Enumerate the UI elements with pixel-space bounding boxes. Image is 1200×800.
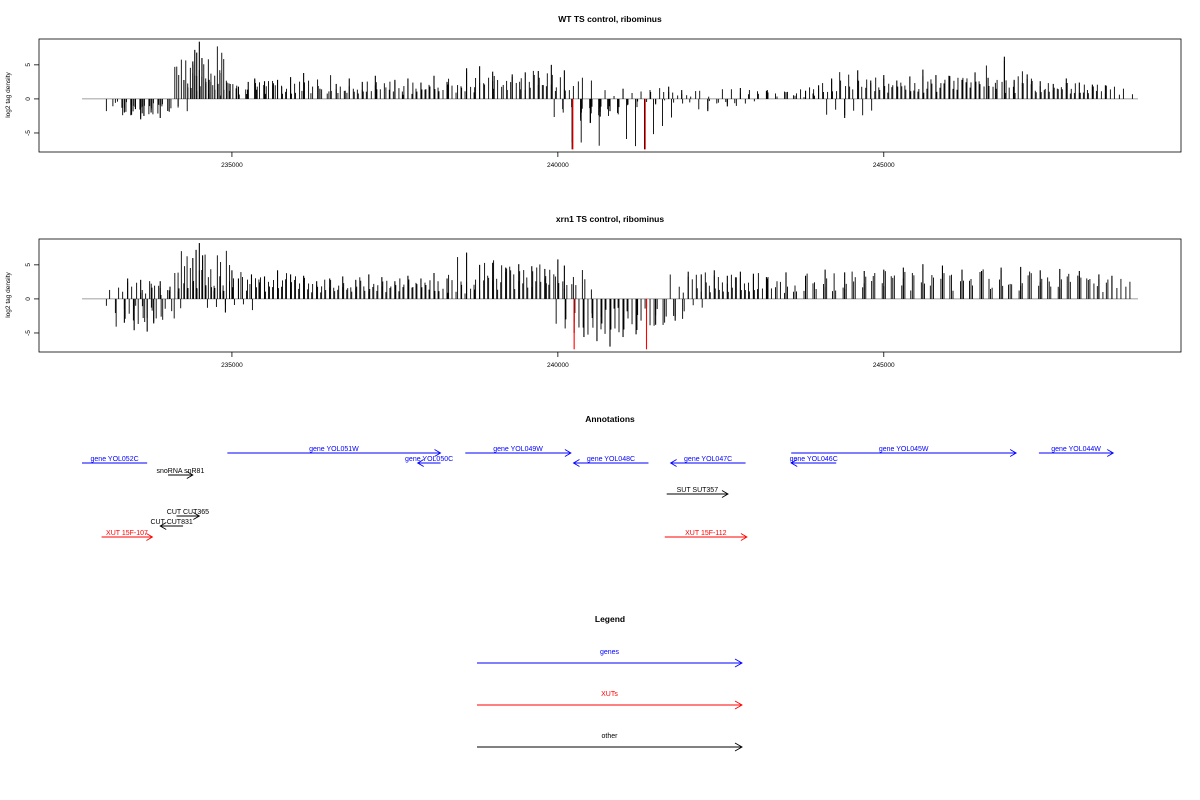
feature-label: gene YOL051W (309, 446, 359, 453)
feature-xut-15f-107: XUT 15F-107 (101, 530, 154, 541)
feature-gene-yol052c: gene YOL052C (82, 456, 148, 464)
feature-gene-yol045w: gene YOL045W (791, 446, 1017, 457)
legend-entries: genes XUTs other (477, 649, 743, 752)
legend-entry-xuts: XUTs (477, 691, 743, 710)
feature-arrowhead (669, 459, 677, 467)
feature-cut-cut365: CUT CUT365 (167, 509, 209, 520)
xrn1-track-y-axis-label: log2 tag density (5, 271, 12, 317)
wt-axes: 235000 240000 245000 -5 0 5 (25, 63, 895, 169)
annotation-features: gene YOL052C gene YOL051W gene YOL050C gene… (82, 446, 1115, 541)
feature-arrowhead (721, 490, 729, 498)
legend-arrowhead (734, 742, 743, 752)
xrn1-x-tick-label: 235000 (221, 362, 243, 369)
legend-label: XUTs (601, 691, 618, 698)
feature-arrowhead (416, 459, 424, 467)
xrn1-x-tick-label: 240000 (547, 362, 569, 369)
feature-arrowhead (572, 459, 580, 467)
feature-gene-yol047c: gene YOL047C (669, 456, 746, 467)
wt-track-title: WT TS control, ribominus (558, 14, 662, 24)
feature-arrowhead (1009, 449, 1017, 457)
feature-label: gene YOL047C (684, 456, 732, 463)
xrn1-plot-frame (38, 238, 1182, 353)
xrn1-y-tick-label: 0 (25, 297, 32, 301)
feature-label: gene YOL050C (405, 456, 453, 463)
annotations-title: Annotations (585, 414, 635, 424)
feature-arrowhead (564, 449, 572, 457)
xrn1-y-tick-label: -5 (25, 330, 32, 336)
feature-arrowhead (193, 512, 201, 520)
feature-label: gene YOL052C (91, 456, 139, 463)
feature-gene-yol049w: gene YOL049W (465, 446, 572, 457)
feature-label: gene YOL046C (790, 456, 838, 463)
xrn1-track-title: xrn1 TS control, ribominus (556, 214, 664, 224)
feature-label: gene YOL045W (879, 446, 929, 453)
wt-x-tick-label: 240000 (547, 162, 569, 169)
feature-label: XUT 15F-107 (106, 530, 148, 537)
feature-gene-yol048c: gene YOL048C (572, 456, 649, 467)
wt-plot-frame (38, 38, 1182, 153)
wt-x-tick-label: 235000 (221, 162, 243, 169)
feature-label: SUT SUT357 (677, 487, 719, 494)
xrn1-bar-group (82, 243, 1138, 350)
legend-entry-other: other (477, 733, 743, 752)
feature-snorna-snr81: snoRNA snR81 (156, 468, 204, 479)
wt-y-tick-label: 0 (25, 97, 32, 101)
feature-xut-15f-112: XUT 15F-112 (664, 530, 748, 541)
feature-arrowhead (186, 471, 194, 479)
feature-gene-yol051w: gene YOL051W (227, 446, 442, 457)
feature-label: snoRNA snR81 (156, 468, 204, 475)
legend-label: other (602, 733, 619, 740)
xrn1-x-tick-label: 245000 (873, 362, 895, 369)
wt-track-y-axis-label: log2 tag density (5, 71, 12, 117)
feature-gene-yol046c: gene YOL046C (790, 456, 838, 467)
legend-arrowhead (734, 658, 743, 668)
feature-arrowhead (740, 533, 748, 541)
feature-label: gene YOL049W (493, 446, 543, 453)
feature-arrowhead (1107, 449, 1115, 457)
feature-gene-yol044w: gene YOL044W (1038, 446, 1115, 457)
feature-arrowhead (434, 449, 442, 457)
xrn1-y-tick-label: 5 (25, 263, 32, 267)
wt-y-tick-label: 5 (25, 63, 32, 67)
feature-label: CUT CUT365 (167, 509, 209, 516)
feature-label: gene YOL048C (587, 456, 635, 463)
wt-track-panel: WT TS control, ribominus log2 tag densit… (5, 14, 1182, 169)
legend-arrowhead (734, 700, 743, 710)
feature-label: CUT CUT831 (150, 519, 192, 526)
feature-cut-cut831: CUT CUT831 (150, 519, 193, 530)
legend-entry-genes: genes (477, 649, 743, 668)
xrn1-axes: 235000 240000 245000 -5 0 5 (25, 263, 895, 369)
wt-bar-group (82, 41, 1138, 150)
feature-label: XUT 15F-112 (685, 530, 726, 537)
legend-title: Legend (595, 614, 625, 624)
feature-label: gene YOL044W (1051, 446, 1101, 453)
wt-x-tick-label: 245000 (873, 162, 895, 169)
feature-arrowhead (790, 459, 798, 467)
feature-sut-sut357: SUT SUT357 (666, 487, 729, 498)
feature-arrowhead (146, 533, 154, 541)
feature-arrowhead (159, 522, 167, 530)
xrn1-track-panel: xrn1 TS control, ribominus log2 tag dens… (5, 214, 1182, 369)
wt-y-tick-label: -5 (25, 130, 32, 136)
legend-panel: Legend genes XUTs other (477, 614, 743, 752)
feature-gene-yol050c: gene YOL050C (405, 456, 453, 467)
legend-label: genes (600, 649, 620, 656)
